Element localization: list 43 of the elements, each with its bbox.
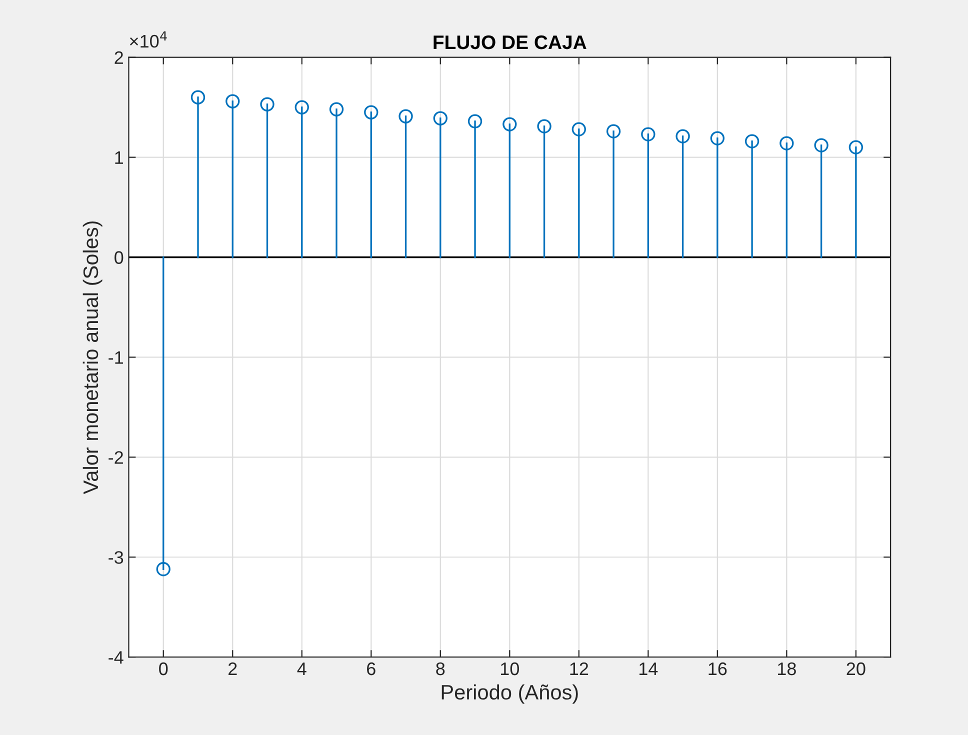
x-tick-label: 6 — [367, 662, 376, 676]
chart-title: FLUJO DE CAJA — [434, 35, 586, 50]
y-tick-label: -4 — [108, 651, 124, 664]
point — [398, 109, 413, 124]
x-axis-title: Periodo (Años) — [442, 684, 578, 704]
text: ×10$^{4}$ — [130, 31, 167, 48]
point — [848, 140, 864, 154]
point — [641, 127, 656, 142]
x-tick-label: 12 — [570, 662, 588, 676]
y-tick-label: -1 — [108, 351, 124, 364]
y-tick-label: 1 — [115, 151, 124, 164]
point — [156, 562, 170, 576]
y-tick-label: -3 — [108, 551, 124, 564]
point — [676, 129, 690, 144]
x-tick-label: 20 — [846, 662, 866, 676]
point — [226, 94, 240, 108]
y-tick-label: -2 — [108, 451, 123, 464]
x-tick-label: 18 — [778, 662, 796, 676]
y-axis-title: Valor monetario anual (Soles) — [82, 221, 102, 494]
point — [190, 90, 206, 104]
y-tick-label: 2 — [114, 51, 123, 64]
point — [294, 100, 309, 114]
x-tick-label: 0 — [159, 662, 168, 676]
point — [260, 97, 274, 112]
x-tick-label: 16 — [708, 662, 727, 676]
point — [572, 122, 586, 136]
x-tick-label: 4 — [297, 662, 306, 676]
point — [710, 131, 725, 146]
x-tick-label: 14 — [640, 662, 658, 676]
point — [502, 117, 517, 132]
point — [606, 124, 621, 138]
point — [780, 136, 794, 150]
point — [537, 119, 552, 134]
point — [814, 138, 828, 152]
point — [329, 102, 344, 116]
point — [744, 134, 760, 148]
x-tick-label: 8 — [436, 662, 445, 676]
point — [433, 111, 448, 126]
point — [468, 114, 482, 128]
x-tick-label: 2 — [228, 662, 237, 676]
y-tick-label: 0 — [114, 251, 124, 264]
x-tick-label: 10 — [500, 662, 519, 676]
point — [364, 105, 378, 120]
